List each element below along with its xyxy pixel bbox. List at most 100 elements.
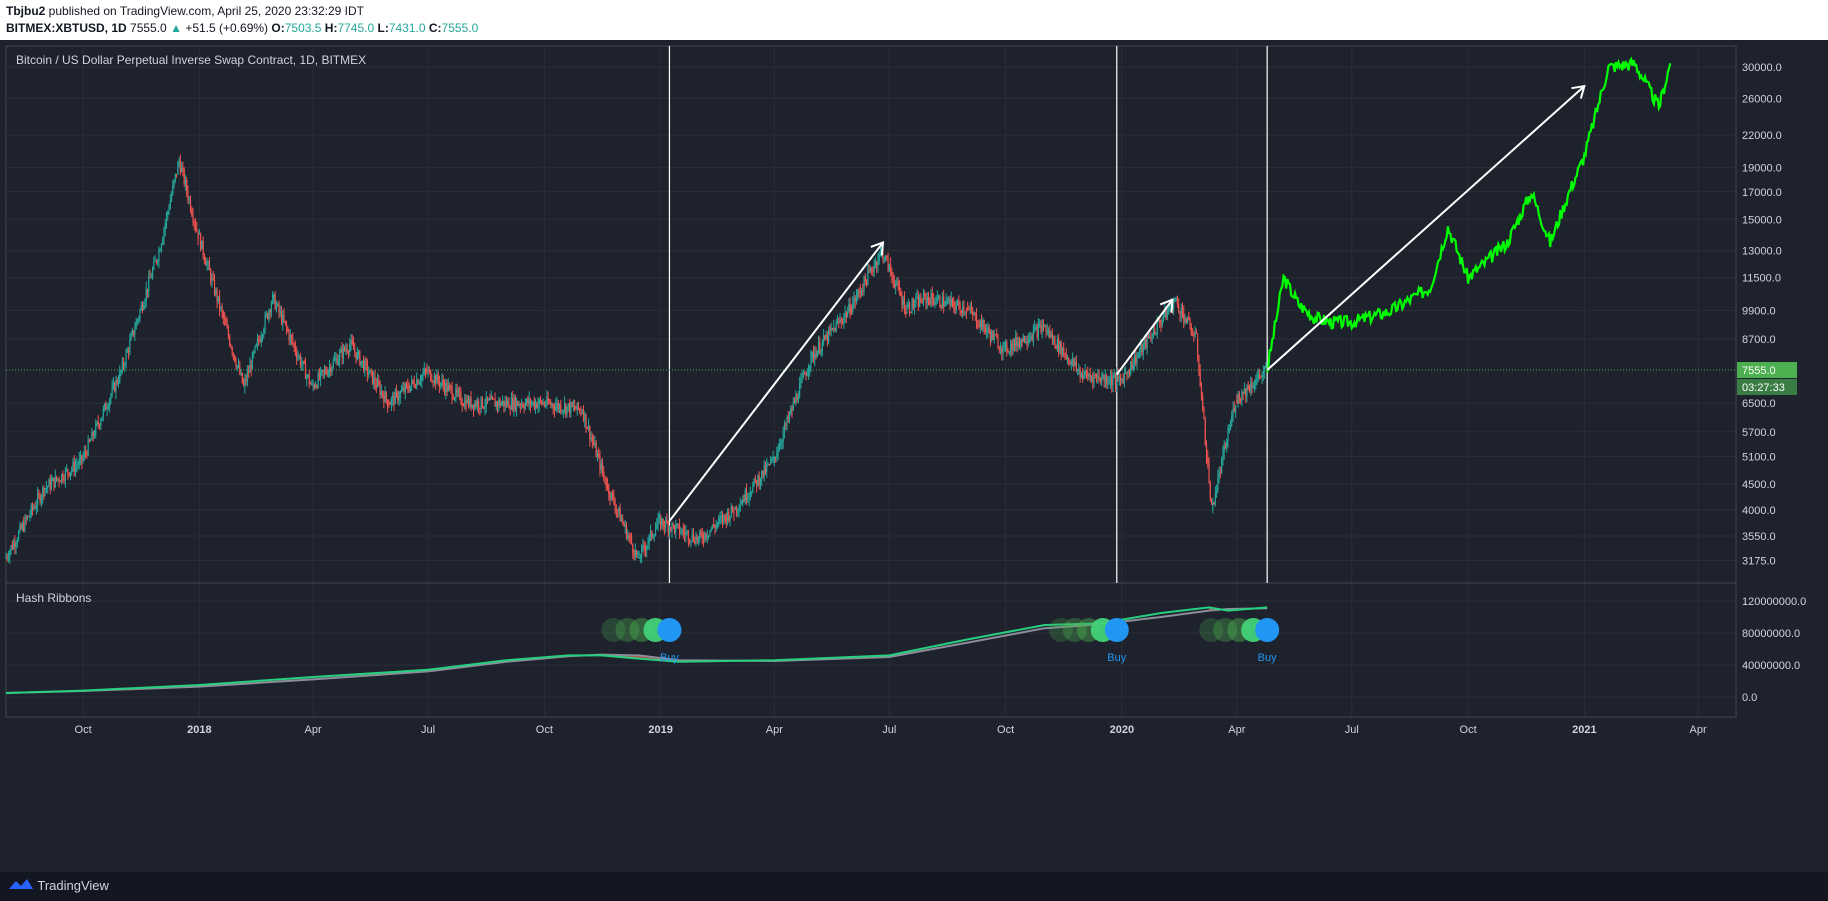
candle-body	[500, 403, 502, 406]
candle-body	[927, 297, 930, 300]
candle-body	[1004, 342, 1007, 350]
candle-body	[110, 394, 112, 400]
chart-svg[interactable]: Bitcoin / US Dollar Perpetual Inverse Sw…	[0, 40, 1828, 872]
candle-body	[224, 318, 226, 321]
current-price-badge	[1737, 362, 1797, 379]
candle-body	[172, 185, 174, 195]
candle-body	[177, 163, 179, 175]
candle-body	[633, 552, 635, 557]
candle-body	[307, 374, 309, 376]
candle-body	[485, 396, 487, 407]
candle-body	[1020, 339, 1022, 347]
candle-body	[988, 327, 990, 333]
signal-ghost-circle	[615, 618, 640, 642]
candle-body	[258, 339, 260, 341]
candle-body	[1078, 369, 1080, 371]
author-name[interactable]: Tbjbu2	[6, 4, 46, 18]
candle-body	[279, 311, 281, 313]
candle-body	[1138, 351, 1141, 354]
candle-body	[68, 472, 70, 476]
candle-body	[656, 525, 658, 530]
projection-line	[1266, 56, 1672, 373]
candle-body	[1071, 358, 1074, 362]
candle-body	[783, 424, 786, 433]
candle-body	[1050, 333, 1052, 338]
candle-body	[249, 364, 251, 373]
candle-body	[977, 324, 979, 327]
candle-body	[1109, 375, 1112, 382]
candle-body	[5, 556, 7, 559]
candle-body	[240, 372, 242, 375]
candle-body	[292, 338, 294, 344]
candle-body	[945, 300, 947, 306]
candle-body	[111, 386, 113, 395]
price-change: +51.5 (+0.69%)	[185, 21, 269, 35]
candle-body	[1192, 334, 1194, 336]
chart-area[interactable]: Bitcoin / US Dollar Perpetual Inverse Sw…	[0, 40, 1828, 872]
candle-body	[1218, 472, 1220, 477]
candle-body	[740, 503, 743, 505]
candle-body	[599, 455, 601, 470]
candle-body	[983, 320, 985, 328]
candle-body	[1075, 361, 1077, 370]
candle-body	[86, 452, 88, 456]
candle-body	[989, 332, 992, 341]
candle-body	[868, 270, 870, 272]
candle-body	[531, 403, 533, 405]
candle-body	[1140, 344, 1142, 352]
candle-body	[561, 410, 563, 412]
tradingview-logo-icon[interactable]	[8, 878, 34, 892]
candle-body	[734, 506, 736, 510]
candle-body	[478, 401, 480, 409]
candle-body	[387, 399, 389, 407]
brand-name[interactable]: TradingView	[37, 878, 109, 893]
candle-body	[333, 359, 336, 361]
candle-body	[758, 475, 760, 485]
candle-body	[964, 311, 966, 313]
candle-body	[796, 395, 798, 401]
candle-body	[1032, 329, 1034, 340]
candle-body	[1011, 343, 1013, 351]
candle-body	[807, 370, 810, 373]
candle-body	[1094, 374, 1096, 376]
candle-body	[452, 398, 454, 400]
candle-body	[448, 385, 451, 387]
candle-body	[744, 490, 746, 502]
candle-body	[889, 264, 892, 273]
candle-body	[459, 391, 461, 393]
candle-body	[941, 296, 943, 308]
candle-body	[234, 355, 236, 362]
candle-body	[159, 250, 161, 252]
candle-body	[1098, 376, 1100, 380]
candle-body	[12, 542, 15, 549]
candle-body	[831, 328, 834, 330]
vertical-lines	[668, 46, 1268, 583]
candle-body	[919, 297, 921, 307]
candle-body	[67, 469, 69, 473]
candle-body	[730, 506, 732, 517]
candle-body	[1216, 490, 1218, 494]
candle-body	[1066, 357, 1069, 359]
candle-body	[943, 296, 945, 307]
candle-body	[585, 413, 587, 428]
candle-body	[14, 542, 16, 547]
candle-body	[148, 276, 150, 292]
symbol-label[interactable]: BITMEX:XBTUSD, 1D	[6, 21, 127, 35]
candle-body	[834, 327, 836, 332]
candle-body	[168, 208, 170, 212]
candle-body	[1246, 385, 1248, 397]
candle-body	[666, 519, 668, 523]
candle-body	[1027, 339, 1029, 343]
candle-body	[884, 256, 887, 260]
candle-body	[1161, 320, 1163, 325]
candle-body	[1103, 374, 1105, 381]
candle-body	[69, 471, 72, 476]
candle-body	[414, 386, 417, 388]
candle-body	[944, 305, 946, 307]
candle-body	[461, 403, 463, 406]
candle-body	[1077, 369, 1079, 371]
candle-body	[173, 180, 175, 186]
x-tick-label: 2021	[1572, 724, 1596, 736]
candle-body	[443, 385, 446, 393]
candle-body	[320, 370, 322, 379]
